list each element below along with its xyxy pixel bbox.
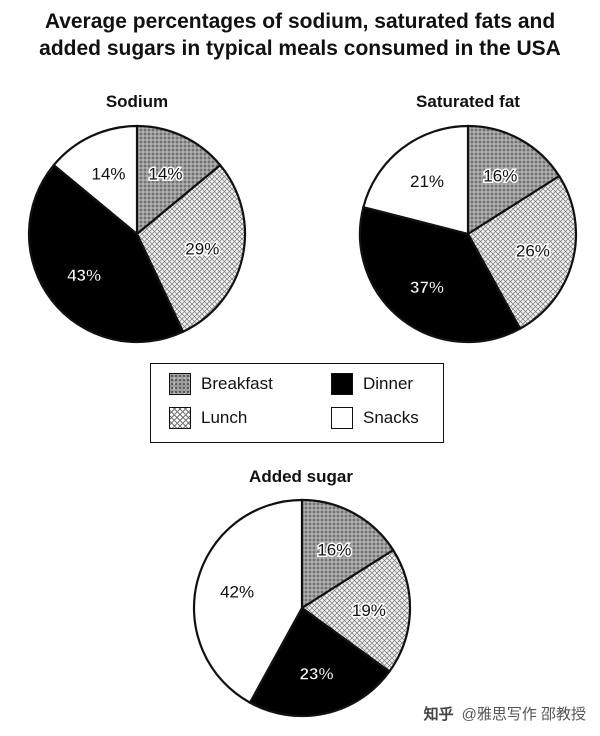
saturated-fat-label-dinner: 37% xyxy=(410,278,444,297)
saturated-fat-chart-title: Saturated fat xyxy=(416,92,520,111)
sodium-label-breakfast: 14% xyxy=(148,164,182,183)
sodium-pie-chart: 14% 29% 43% 14% xyxy=(27,124,247,344)
sodium-label-lunch: 29% xyxy=(185,240,219,259)
legend-item-breakfast: Breakfast xyxy=(169,373,273,395)
title-line-1: Average percentages of sodium, saturated… xyxy=(44,10,556,33)
legend-item-dinner: Dinner xyxy=(331,373,413,395)
legend-item-lunch: Lunch xyxy=(169,407,247,429)
sodium-slice-dinner xyxy=(27,163,185,344)
legend-label-snacks: Snacks xyxy=(363,408,419,427)
chart-main-title: Average percentages of sodium, saturated… xyxy=(0,8,600,62)
sodium-label-snacks: 14% xyxy=(91,164,125,183)
saturated-fat-label-lunch: 26% xyxy=(516,242,550,261)
sodium-chart-title: Sodium xyxy=(105,92,169,111)
sodium-slice-breakfast xyxy=(135,124,222,237)
legend-item-snacks: Snacks xyxy=(331,407,419,429)
sodium-label-dinner: 43% xyxy=(67,266,101,285)
added-sugar-slice-dinner xyxy=(248,606,391,718)
saturated-fat-slice-lunch xyxy=(466,174,578,331)
saturated-fat-label-breakfast: 16% xyxy=(483,166,517,185)
saturated-fat-slice-breakfast xyxy=(466,124,561,237)
watermark-logo: 知乎 xyxy=(423,706,454,723)
legend-label-breakfast: Breakfast xyxy=(201,374,273,393)
legend-swatch-lunch xyxy=(169,407,191,429)
watermark: 知乎 @雅思写作 邵教授 xyxy=(424,703,586,724)
watermark-text: @雅思写作 邵教授 xyxy=(461,706,586,723)
added-sugar-label-breakfast: 16% xyxy=(317,540,351,559)
added-sugar-slice-snacks xyxy=(192,498,304,705)
added-sugar-slice-breakfast xyxy=(300,498,395,611)
saturated-fat-pie-chart: 16% 26% 37% 21% xyxy=(358,124,578,344)
legend-label-lunch: Lunch xyxy=(201,408,248,427)
saturated-fat-label-snacks: 21% xyxy=(410,172,444,191)
added-sugar-slice-lunch xyxy=(300,548,412,674)
title-line-2: added sugars in typical meals consumed i… xyxy=(39,37,561,60)
saturated-fat-slice-dinner xyxy=(358,205,522,344)
added-sugar-label-dinner: 23% xyxy=(300,664,334,683)
added-sugar-chart-title: Added sugar xyxy=(249,467,353,486)
legend: Breakfast Dinner Lunch Snacks xyxy=(150,363,444,443)
legend-swatch-dinner xyxy=(331,373,353,395)
sodium-slice-snacks xyxy=(52,124,139,237)
legend-label-dinner: Dinner xyxy=(363,374,414,393)
saturated-fat-slice-snacks xyxy=(362,124,470,236)
added-sugar-label-lunch: 19% xyxy=(352,601,386,620)
legend-swatch-snacks xyxy=(331,407,353,429)
added-sugar-pie-chart: 16% 19% 23% 42% xyxy=(192,498,412,718)
added-sugar-label-snacks: 42% xyxy=(220,582,254,601)
legend-swatch-breakfast xyxy=(169,373,191,395)
